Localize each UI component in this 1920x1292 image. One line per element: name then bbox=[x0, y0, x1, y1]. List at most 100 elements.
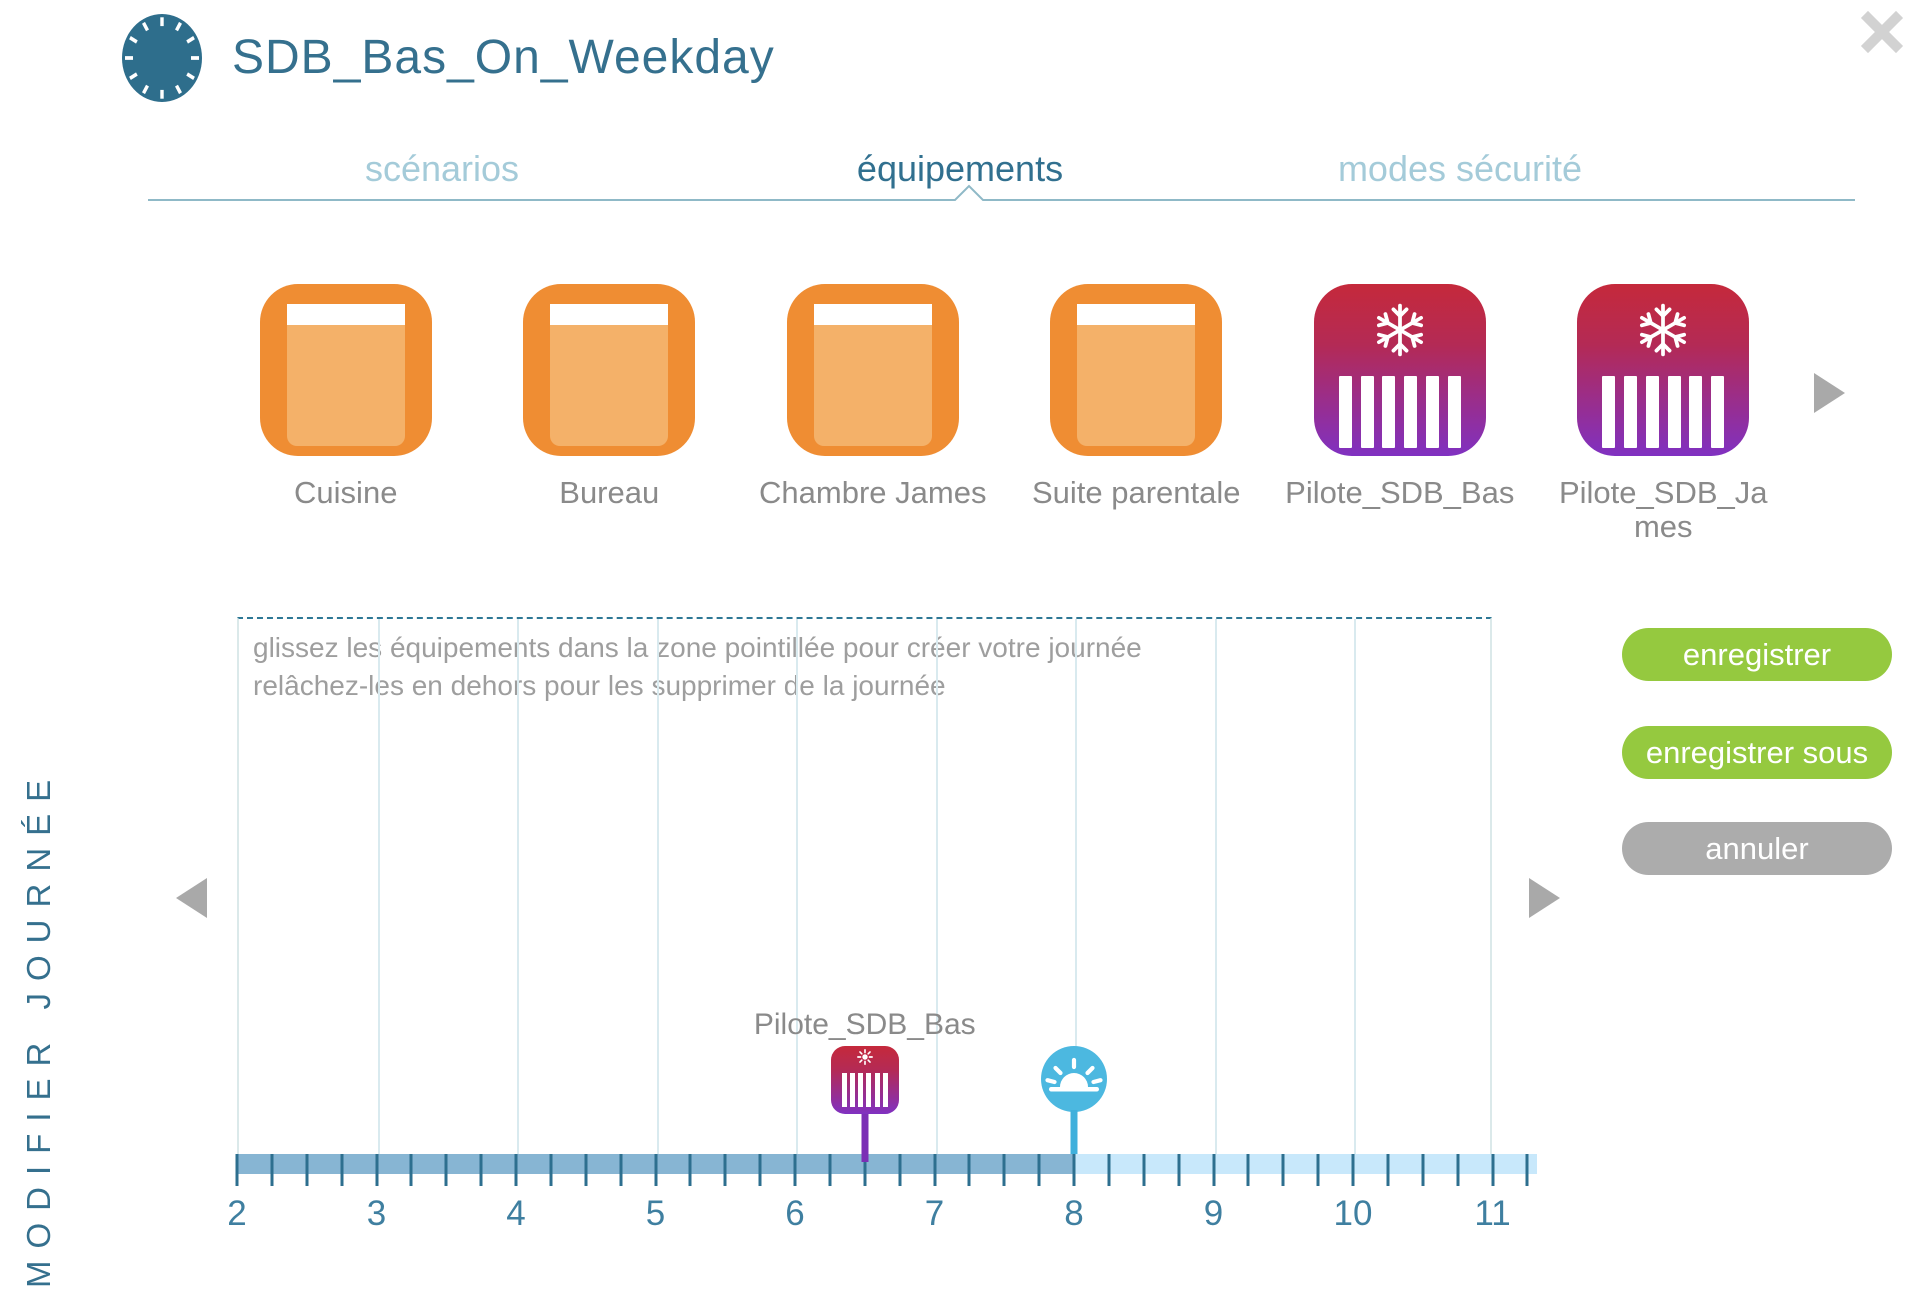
hour-gridline bbox=[517, 619, 519, 1154]
quarter-hour-tick bbox=[688, 1154, 692, 1186]
equipment-label: Chambre James bbox=[759, 475, 987, 510]
quarter-hour-tick bbox=[1281, 1154, 1285, 1186]
equipment-label: Cuisine bbox=[294, 475, 398, 510]
quarter-hour-tick bbox=[1002, 1154, 1006, 1186]
quarter-hour-tick bbox=[758, 1154, 762, 1186]
quarter-hour-tick bbox=[1351, 1154, 1355, 1186]
sun-icon bbox=[856, 1048, 874, 1071]
quarter-hour-tick bbox=[1386, 1154, 1390, 1186]
quarter-hour-tick bbox=[1072, 1154, 1076, 1186]
hour-gridline bbox=[1354, 619, 1356, 1154]
equipment-item: Suite parentale bbox=[1005, 284, 1269, 544]
quarter-hour-tick bbox=[1316, 1154, 1320, 1186]
quarter-hour-tick bbox=[898, 1154, 902, 1186]
page-title: SDB_Bas_On_Weekday bbox=[232, 31, 775, 84]
equipment-item: Pilote_SDB_James bbox=[1532, 284, 1796, 544]
snowflake-icon bbox=[1370, 300, 1430, 365]
quarter-hour-tick bbox=[723, 1154, 727, 1186]
hour-label: 7 bbox=[924, 1194, 945, 1233]
day-drop-zone[interactable]: glissez les équipements dans la zone poi… bbox=[237, 617, 1492, 1154]
roller-shutter-icon[interactable] bbox=[786, 284, 959, 456]
hour-label: 11 bbox=[1474, 1194, 1511, 1233]
quarter-hour-tick bbox=[444, 1154, 448, 1186]
hint-line-2: relâchez-les en dehors pour les supprime… bbox=[253, 670, 946, 701]
quarter-hour-tick bbox=[1107, 1154, 1111, 1186]
hour-label: 8 bbox=[1064, 1194, 1084, 1233]
roller-shutter-icon[interactable] bbox=[1050, 284, 1223, 456]
quarter-hour-tick bbox=[619, 1154, 623, 1186]
quarter-hour-tick bbox=[1456, 1154, 1460, 1186]
hour-label: 4 bbox=[506, 1194, 526, 1233]
equipment-item: Chambre James bbox=[741, 284, 1005, 544]
hour-gridline bbox=[935, 619, 938, 1154]
quarter-hour-tick bbox=[1177, 1154, 1181, 1186]
quarter-hour-tick bbox=[514, 1154, 518, 1186]
equipment-label: Pilote_SDB_Bas bbox=[1285, 475, 1515, 510]
roller-shutter-icon[interactable] bbox=[259, 284, 432, 456]
tab-equipements[interactable]: équipements bbox=[856, 148, 1064, 189]
quarter-hour-tick bbox=[1142, 1154, 1146, 1186]
hour-gridline bbox=[377, 619, 380, 1154]
quarter-hour-tick bbox=[967, 1154, 971, 1186]
equipment-carousel: Cuisine Bureau Chambre James Suite paren… bbox=[214, 284, 1795, 544]
equipment-label: Bureau bbox=[559, 475, 660, 510]
quarter-hour-tick bbox=[270, 1154, 274, 1186]
hour-label: 6 bbox=[785, 1194, 805, 1233]
equipment-label: Pilote_SDB_James bbox=[1558, 475, 1768, 544]
quarter-hour-tick bbox=[409, 1154, 413, 1186]
equipment-label: Suite parentale bbox=[1031, 475, 1241, 510]
save-button[interactable]: enregistrer bbox=[1622, 628, 1892, 681]
quarter-hour-tick bbox=[1246, 1154, 1250, 1186]
close-icon[interactable] bbox=[1858, 8, 1906, 56]
quarter-hour-tick bbox=[584, 1154, 588, 1186]
timeline-bar-future bbox=[237, 1154, 1537, 1174]
sunrise-icon[interactable] bbox=[1041, 1046, 1107, 1112]
hour-label: 3 bbox=[366, 1194, 387, 1233]
quarter-hour-tick bbox=[1421, 1154, 1425, 1186]
radiator-bars bbox=[1602, 376, 1725, 448]
quarter-hour-tick bbox=[1212, 1154, 1215, 1186]
save-as-button[interactable]: enregistrer sous bbox=[1622, 726, 1892, 779]
event-stem bbox=[861, 1114, 869, 1162]
mode-label-vertical: MODIFIER JOURNÉE bbox=[20, 767, 57, 1288]
carousel-next-icon[interactable] bbox=[1814, 373, 1845, 413]
tab-underline bbox=[148, 184, 1855, 207]
quarter-hour-tick bbox=[479, 1154, 483, 1186]
equipment-item: Cuisine bbox=[214, 284, 478, 544]
hour-gridline bbox=[1075, 619, 1077, 1154]
hour-label: 9 bbox=[1203, 1194, 1224, 1233]
quarter-hour-tick bbox=[793, 1154, 797, 1186]
radiator-bars bbox=[1338, 376, 1461, 448]
hour-gridline bbox=[656, 619, 659, 1154]
quarter-hour-tick bbox=[828, 1154, 832, 1186]
snowflake-icon bbox=[1633, 300, 1693, 365]
event-stem bbox=[1070, 1110, 1078, 1154]
heater-frost-icon[interactable] bbox=[1313, 284, 1486, 456]
quarter-hour-tick bbox=[340, 1154, 344, 1186]
hour-label: 10 bbox=[1333, 1194, 1373, 1233]
hour-gridline bbox=[796, 619, 798, 1154]
quarter-hour-tick bbox=[933, 1154, 936, 1186]
hour-gridline bbox=[1214, 619, 1217, 1154]
tab-modes-securite[interactable]: modes sécurité bbox=[1337, 148, 1583, 189]
equipment-item: Bureau bbox=[478, 284, 742, 544]
heater-comfort-icon[interactable] bbox=[830, 1046, 899, 1114]
quarter-hour-tick bbox=[1525, 1154, 1529, 1186]
quarter-hour-tick bbox=[1037, 1154, 1041, 1186]
quarter-hour-tick bbox=[654, 1154, 657, 1186]
quarter-hour-tick bbox=[1491, 1154, 1494, 1186]
tab-scenarios[interactable]: scénarios bbox=[364, 148, 520, 189]
quarter-hour-tick bbox=[305, 1154, 309, 1186]
hint-line-1: glissez les équipements dans la zone poi… bbox=[253, 632, 1142, 663]
cancel-button[interactable]: annuler bbox=[1622, 822, 1892, 875]
timeline-prev-icon[interactable] bbox=[176, 878, 207, 918]
quarter-hour-tick bbox=[375, 1154, 378, 1186]
roller-shutter-icon[interactable] bbox=[523, 284, 696, 456]
event-label: Pilote_SDB_Bas bbox=[753, 1008, 976, 1041]
hour-label: 2 bbox=[227, 1194, 247, 1233]
timeline-next-icon[interactable] bbox=[1529, 878, 1560, 918]
heater-frost-icon[interactable] bbox=[1577, 284, 1750, 456]
radiator-bars bbox=[841, 1073, 888, 1107]
timeline-bar-past bbox=[237, 1154, 1074, 1174]
